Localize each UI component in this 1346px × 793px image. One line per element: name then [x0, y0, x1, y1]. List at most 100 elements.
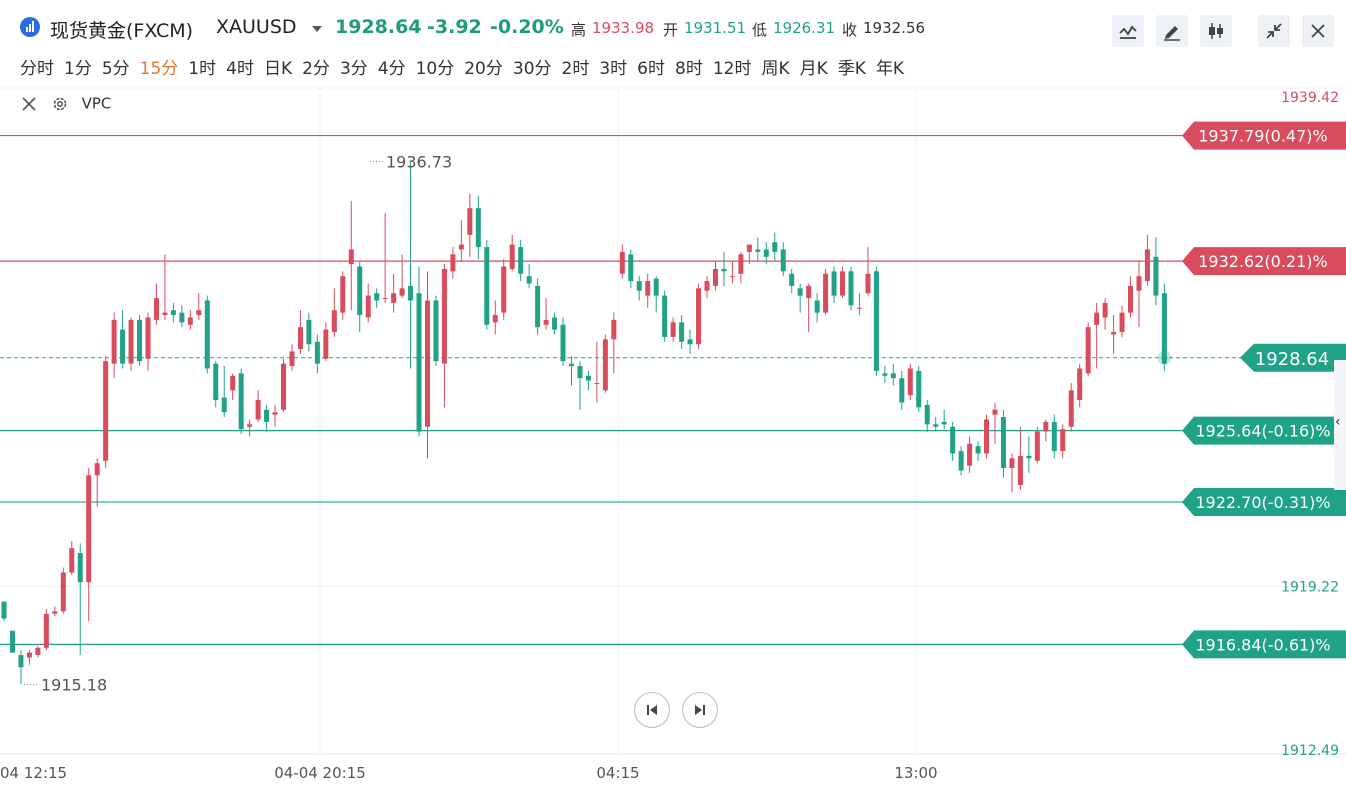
timeframe-16[interactable]: 8时 [675, 59, 703, 79]
candle-body-56 [475, 208, 481, 248]
timeframe-15[interactable]: 6时 [637, 59, 665, 79]
candle-body-19 [162, 312, 168, 316]
timeframe-1[interactable]: 1分 [64, 59, 92, 79]
timeframe-8[interactable]: 3分 [339, 59, 368, 79]
timeframe-18[interactable]: 周K [761, 59, 790, 79]
timeframe-6[interactable]: 日K [263, 59, 293, 79]
candle-body-96 [814, 300, 820, 313]
candle-body-36 [306, 319, 312, 345]
candle-body-117 [992, 409, 998, 415]
instrument-symbol[interactable]: XAUUSD [216, 16, 297, 38]
candle-body-109 [924, 404, 930, 425]
x-tick-label-1: 04-04 20:15 [274, 764, 366, 782]
timeframe-20[interactable]: 季K [837, 59, 866, 79]
timeframe-19[interactable]: 月K [799, 59, 828, 79]
candlestick-button[interactable] [1200, 15, 1232, 47]
timeframe-14[interactable]: 3时 [599, 59, 628, 79]
candle-body-75 [636, 281, 642, 291]
candle-body-12 [103, 361, 109, 461]
high-label: 高 [571, 21, 587, 39]
candle-body-130 [1102, 302, 1108, 318]
candle-body-77 [653, 278, 659, 296]
timeframe-17[interactable]: 12时 [712, 59, 752, 79]
line-chart-button[interactable] [1112, 15, 1144, 47]
candle-body-81 [687, 339, 693, 345]
candle-body-103 [873, 271, 879, 371]
candle-body-64 [543, 319, 549, 325]
candle-body-6 [52, 611, 58, 614]
candle-body-57 [484, 247, 490, 325]
candle-body-136 [1153, 256, 1159, 296]
close-value: 1932.56 [863, 19, 926, 37]
candle-body-48 [408, 285, 414, 301]
candle-body-29 [247, 424, 253, 427]
price-line-tag-2 [1182, 416, 1346, 445]
candle-body-87 [738, 254, 744, 274]
close-indicator-icon[interactable] [20, 95, 38, 113]
candle-body-91 [772, 242, 778, 252]
candle-body-132 [1119, 312, 1125, 333]
candle-body-55 [467, 208, 473, 235]
x-tick-label-3: 13:00 [894, 764, 937, 782]
candle-body-69 [585, 375, 591, 381]
shrink-button[interactable] [1258, 15, 1290, 47]
candle-body-84 [712, 268, 718, 286]
timeframe-10[interactable]: 10分 [415, 59, 455, 79]
candle-body-59 [501, 266, 507, 313]
timeframe-bar: 分时 1分 5分 15分 1时 4时 日K 2分 3分 4分 10分 20分 30分 2时 3时 6时 8时 12… [0, 52, 1100, 79]
header: 现货黄金(FXCM) XAUUSD 1928.64 -3.92 -0.20% 高… [0, 0, 1346, 56]
y-tick-label-0: 1939.42 [1281, 90, 1339, 106]
draw-button[interactable] [1156, 15, 1188, 47]
candlestick-icon [1209, 23, 1223, 39]
price-line-tag-4 [1182, 630, 1346, 659]
last-price-label: 1928.64 [1255, 349, 1329, 370]
candle-body-137 [1161, 293, 1167, 364]
chevron-down-icon[interactable] [312, 26, 322, 32]
candle-body-97 [823, 273, 829, 313]
timeframe-2[interactable]: 5分 [101, 59, 130, 79]
timeframe-21[interactable]: 年K [875, 59, 905, 79]
candle-body-89 [755, 249, 761, 252]
timeframe-5[interactable]: 4时 [226, 59, 254, 79]
candle-body-65 [552, 317, 558, 330]
candle-body-49 [416, 293, 422, 432]
timeframe-7[interactable]: 2分 [302, 59, 330, 79]
price-line-tag-1 [1182, 247, 1346, 276]
last-price-dot [1161, 354, 1168, 361]
timeframe-11[interactable]: 20分 [464, 59, 503, 79]
y-tick-label-2: 1912.49 [1281, 743, 1339, 759]
candle-body-83 [704, 281, 710, 291]
gear-icon[interactable] [51, 95, 69, 113]
candle-body-105 [890, 373, 896, 379]
candle-body-131 [1111, 332, 1117, 335]
candle-body-50 [425, 300, 430, 427]
candle-body-53 [450, 254, 456, 272]
timeframe-9[interactable]: 4分 [377, 59, 406, 79]
candle-body-74 [628, 254, 634, 282]
jump-start-button[interactable] [634, 692, 670, 728]
candle-body-44 [374, 293, 380, 301]
candle-body-14 [120, 329, 126, 364]
candle-body-38 [323, 329, 329, 359]
candle-body-71 [602, 339, 608, 391]
candle-body-26 [221, 397, 227, 413]
candle-body-70 [594, 383, 600, 385]
timeframe-3[interactable]: 15分 [139, 59, 179, 79]
candle-body-106 [899, 378, 905, 403]
candle-body-78 [662, 295, 668, 337]
candle-body-85 [721, 268, 727, 272]
timeframe-4[interactable]: 1时 [188, 59, 217, 79]
price-line-tag-0 [1182, 121, 1346, 150]
timeframe-12[interactable]: 30分 [512, 59, 552, 79]
timeframe-0[interactable]: 分时 [20, 59, 54, 79]
candle-body-115 [975, 446, 981, 454]
close-button[interactable] [1302, 15, 1334, 47]
side-panel-toggle[interactable]: ‹ [1334, 360, 1346, 490]
timeframe-13[interactable]: 2时 [561, 59, 590, 79]
price-line-label-4: 1916.84(-0.61)% [1195, 635, 1330, 654]
last-price: 1928.64 [335, 16, 422, 38]
candle-body-126 [1068, 390, 1074, 427]
candle-body-46 [391, 293, 397, 303]
jump-end-button[interactable] [682, 692, 718, 728]
candle-body-31 [264, 409, 270, 422]
